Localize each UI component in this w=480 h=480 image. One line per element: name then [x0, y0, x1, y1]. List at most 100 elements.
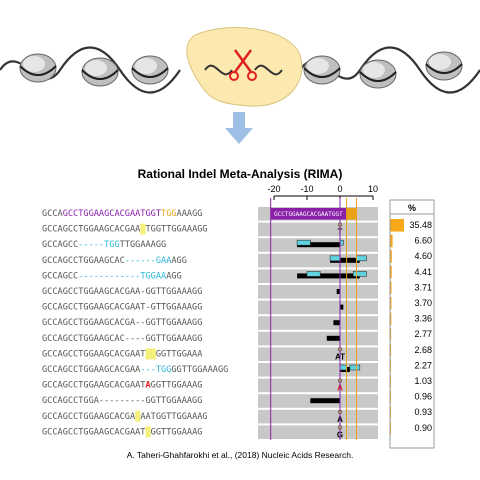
sequence-text: GCCAGCCTGGAAGCACGA--GGTTGGAAAGG [42, 318, 202, 328]
allele-row: GCCAGCCTGGAAGCACGAATGGGTTGGAAAGG [42, 425, 378, 439]
insertion-mark [356, 255, 367, 262]
figure-title: Rational Indel Meta-Analysis (RIMA) [138, 167, 343, 181]
percent-value: 4.41 [414, 267, 432, 277]
sequence-text: GCCAGCCTGGAAGCAC----GGTTGGAAAGG [42, 334, 202, 344]
allele-row: GCCAGCC------------TGGAAAGG [42, 269, 378, 283]
percent-value: 4.60 [414, 251, 432, 261]
nucleosome-icon [81, 57, 119, 87]
deletion-mark [297, 273, 360, 279]
allele-row: GCCAGCC-----TGGTTGGAAAGG [42, 238, 378, 252]
allele-row: GCCAGCCTGGA---------GGTTGGAAAGG [42, 394, 378, 408]
row-background [258, 363, 378, 377]
insertion-highlight [145, 426, 151, 438]
row-background [258, 300, 378, 315]
deletion-mark [330, 257, 360, 263]
row-background [258, 425, 378, 439]
row-background [258, 285, 378, 299]
insertion-highlight [140, 223, 146, 235]
deletion-mark [310, 398, 340, 404]
allele-rows: GCCAGCCTGGAAGCACGAATGGTTGGAAAGG GCCTGGAAG… [42, 198, 378, 440]
row-background [258, 378, 378, 393]
percent-value: 2.27 [414, 360, 432, 370]
nucleosome-icon [425, 51, 463, 81]
deletion-mark [326, 335, 340, 341]
dna-illustration [0, 27, 480, 107]
sequence-text: GCCAGCCTGGAAGCACGAA-GGTTGGAAAGG [42, 287, 202, 297]
allele-row: GCCAGCCTGGAAGCACGAAAATGGTTGGAAAGA [42, 409, 378, 424]
allele-row: GCCAGCCTGGAAGCACGAA-GGTTGGAAAGG [42, 285, 378, 299]
row-background [258, 253, 378, 268]
allele-row: GCCAGCCTGGAAGCACGAATATGGTTGGAAAAT [42, 347, 378, 361]
row-background [258, 222, 378, 237]
insertion-mark [339, 364, 347, 371]
sequence-text: GCCAGCCTGGAAGCACGAATTGGTTGGAAAGG [42, 225, 208, 235]
percent-value: 6.60 [414, 236, 432, 246]
percent-value: 0.90 [414, 423, 432, 433]
percent-bar [390, 343, 392, 357]
sequence-text: GCCAGCCTGGAAGCACGAATATGGTTGGAAA [42, 349, 203, 359]
deletion-mark [340, 304, 344, 310]
protospacer-bar [270, 208, 347, 220]
percent-bar [390, 265, 392, 279]
allele-row: GCCAGCCTGGAAGCACGAATTGGTTGGAAAGGT [42, 222, 378, 237]
axis-tick-label: -20 [267, 184, 280, 194]
allele-row: GCCAGCCTGGAAGCAC----GGTTGGAAAGG [42, 331, 378, 346]
insertion-highlight [145, 348, 156, 360]
percent-bar [390, 328, 392, 341]
sequence-text: GCCAGCCTGGAAGCACGAATGGTTGGAAAGG [42, 209, 202, 219]
sequence-text: GCCAGCCTGGAAGCAC------GAAAGG [42, 256, 187, 266]
row-background [258, 316, 378, 330]
sequence-text: GCCAGCCTGGA---------GGTTGGAAAGG [42, 396, 202, 406]
reference-row: GCCAGCCTGGAAGCACGAATGGTTGGAAAGG GCCTGGAAG… [42, 207, 378, 221]
citation: A. Taheri-Ghahfarokhi et al., (2018) Nuc… [127, 450, 354, 460]
percent-box [389, 213, 435, 449]
insertion-mark [296, 239, 311, 246]
axis-tick-label: 0 [337, 184, 342, 194]
percent-bar [390, 297, 392, 310]
sequence-text: GCCAGCCTGGAAGCACGAA---TGGGGTTGGAAAGG [42, 365, 228, 375]
sequence-text: GCCAGCCTGGAAGCACGAATGGGTTGGAAAG [42, 427, 202, 437]
insertion-mark [306, 271, 321, 277]
percent-header: % [408, 203, 416, 213]
sequence-text: GCCAGCCTGGAAGCACGAATAGGTTGGAAAG [42, 381, 202, 391]
sequence-text: GCCAGCC-----TGGTTGGAAAGG [42, 240, 166, 250]
insertion-mark [352, 271, 367, 277]
nucleosome-icon [303, 55, 341, 85]
insertion-highlight [135, 410, 141, 422]
allele-row: GCCAGCCTGGAAGCACGA--GGTTGGAAAGG [42, 316, 378, 330]
percent-value: 3.70 [414, 298, 432, 308]
deletion-mark [336, 289, 340, 294]
row-background [258, 409, 378, 424]
percent-column: % 35.48 6.60 4.60 4.41 3.71 3.70 3.36 2.77 2.68 2.… [389, 199, 435, 449]
insertion-mark [349, 364, 361, 371]
percent-bar [390, 250, 392, 263]
percent-value: 1.03 [414, 376, 432, 386]
percent-value: 0.96 [414, 392, 432, 402]
position-axis: -20 -10 0 10 [267, 184, 378, 200]
percent-bar [390, 281, 392, 294]
sequence-text: GCCAGCC------------TGGAAAGG [42, 271, 182, 281]
deletion-mark [297, 242, 340, 248]
percent-value: 2.68 [414, 345, 432, 355]
axis-tick-label: -10 [300, 184, 313, 194]
percent-value: 3.36 [414, 314, 432, 324]
nucleus-blob [186, 27, 303, 107]
percent-bar [390, 234, 393, 248]
allele-row: GCCAGCCTGGAAGCACGAA---TGGGGTTGGAAAGG [42, 363, 378, 377]
axis-tick-label: 10 [368, 184, 378, 194]
sequence-text: GCCAGCCTGGAAGCACGAAAATGGTTGGAAAG [42, 412, 208, 422]
percent-bar [390, 312, 392, 326]
allele-row: GCCAGCCTGGAAGCAC------GAAAGG [42, 253, 378, 268]
percent-value: 3.71 [414, 282, 432, 292]
sequence-text: GCCAGCCTGGAAGCACGAAT-GTTGGAAAGG [42, 303, 202, 313]
nucleosome-icon [359, 59, 397, 89]
allele-row: GCCAGCCTGGAAGCACGAAT-GTTGGAAAGG [42, 300, 378, 315]
percent-bar [390, 219, 404, 232]
deletion-mark [333, 320, 340, 326]
allele-row: GCCAGCCTGGAAGCACGAATAGGTTGGAAAGA [42, 378, 378, 393]
insertion-mark [329, 255, 341, 262]
nucleosome-icon [19, 53, 57, 83]
row-background [258, 347, 378, 361]
scissors-icon [229, 49, 257, 81]
